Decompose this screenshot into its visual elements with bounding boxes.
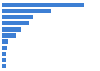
Bar [2, 15, 33, 19]
Bar [2, 3, 84, 7]
Bar [2, 58, 6, 62]
Bar [2, 21, 29, 25]
Bar [2, 39, 8, 44]
Bar [2, 33, 16, 38]
Bar [2, 9, 50, 13]
Bar [2, 27, 21, 32]
Bar [2, 46, 7, 50]
Bar [2, 52, 6, 56]
Bar [2, 64, 6, 68]
